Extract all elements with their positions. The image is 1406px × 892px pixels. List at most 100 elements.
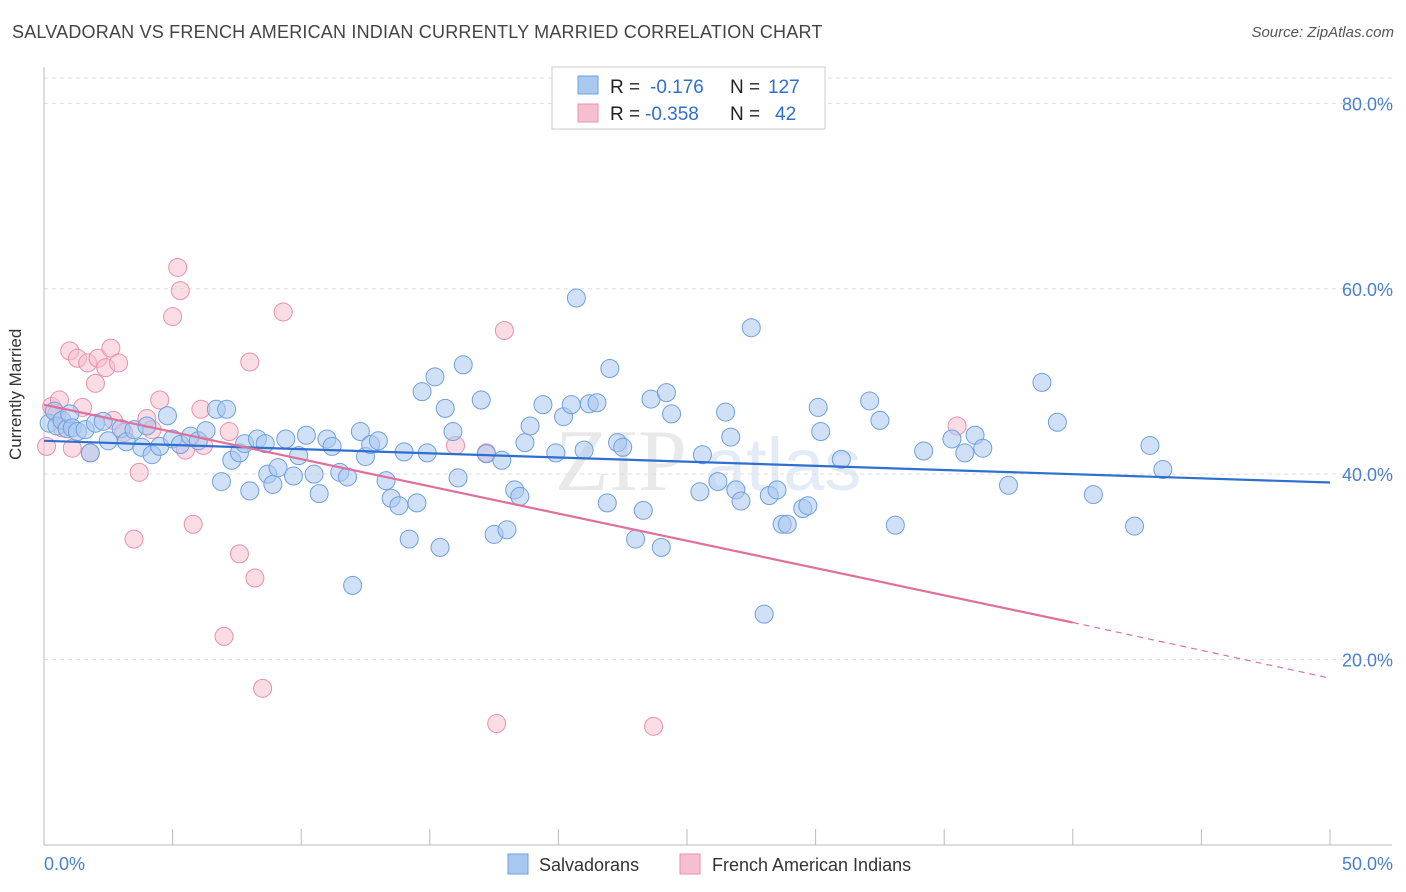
salvadorans-point: [633, 500, 653, 520]
x-tick-label: 50.0%: [1342, 854, 1393, 874]
french-american-indians-point: [273, 302, 293, 322]
salvadorans-point: [999, 475, 1018, 495]
bottom-legend-swatch-salvadorans: [507, 853, 529, 875]
salvadorans-point: [368, 431, 388, 451]
tick-labels: 20.0% 40.0% 60.0% 80.0% 0.0% 50.0%: [44, 94, 1393, 874]
correlation-legend: R = -0.176 N = 127 R = -0.358 N = 42: [551, 66, 826, 130]
salvadorans-point: [811, 422, 831, 442]
salvadorans-point: [343, 575, 363, 595]
y-tick-label: 80.0%: [1342, 94, 1393, 114]
salvadorans-point: [798, 496, 818, 516]
french-american-indians-point: [163, 307, 183, 327]
series-legend: Salvadorans French American Indians: [507, 853, 911, 875]
salvadorans-point: [777, 514, 797, 534]
salvadorans-point: [860, 391, 880, 411]
salvadorans-point: [296, 425, 316, 445]
y-tick-label: 40.0%: [1342, 465, 1393, 485]
salvadorans-point: [587, 393, 607, 413]
salvadorans-point: [1032, 372, 1052, 392]
salvadorans-point: [515, 433, 535, 453]
salvadorans-point: [754, 604, 774, 624]
french-american-indians-point: [644, 716, 664, 736]
salvadorans-point: [520, 416, 540, 436]
french-american-indians-point: [229, 544, 249, 564]
salvadorans-point: [1153, 460, 1173, 480]
salvadorans-point: [304, 464, 324, 484]
french-american-indians-point: [85, 373, 105, 393]
french-american-indians-point: [150, 390, 170, 410]
salvadorans-point: [662, 404, 682, 424]
salvadorans-point: [831, 449, 851, 469]
salvadorans-point: [399, 529, 419, 549]
salvadorans-point: [412, 382, 432, 402]
salvadorans-point: [613, 437, 633, 457]
bottom-legend-salvadorans: Salvadorans: [539, 855, 639, 875]
salvadorans-point: [973, 438, 993, 458]
legend-n-label: N =: [730, 104, 760, 125]
x-tick-label: 0.0%: [44, 854, 85, 874]
french-american-indians-point: [494, 320, 514, 340]
legend-r-value: -0.176: [650, 77, 704, 98]
legend-n-label: N =: [730, 77, 760, 98]
salvadorans-point: [268, 458, 288, 478]
salvadorans-point: [561, 395, 581, 415]
salvadorans-point: [808, 397, 828, 417]
salvadorans-point: [1140, 435, 1160, 455]
legend-r-label: R =: [610, 77, 640, 98]
salvadorans-point: [309, 484, 329, 504]
salvadorans-point: [471, 390, 491, 410]
salvadorans-point: [574, 440, 594, 460]
salvadorans-point: [376, 471, 396, 491]
salvadorans-point: [741, 318, 761, 338]
salvadorans-point: [448, 468, 468, 488]
salvadorans-point: [708, 472, 728, 492]
salvadorans-point: [656, 383, 676, 403]
french-american-indians-point: [245, 568, 265, 588]
french-american-indians-point: [253, 678, 273, 698]
salvadorans-point: [453, 355, 473, 375]
salvadorans-point: [767, 480, 787, 500]
french-american-indians-point: [487, 714, 507, 734]
legend-r-label: R =: [610, 104, 640, 125]
source-credit: Source: ZipAtlas.com: [1251, 24, 1394, 41]
salvadorans-point: [435, 398, 455, 418]
salvadorans-point: [389, 496, 409, 516]
salvadorans-point: [626, 529, 646, 549]
y-tick-label: 60.0%: [1342, 280, 1393, 300]
salvadorans-point: [283, 466, 303, 486]
salvadorans-point: [157, 406, 177, 426]
salvadorans-point: [443, 422, 463, 442]
salvadorans-point: [731, 491, 751, 511]
legend-n-value: 127: [768, 77, 800, 98]
salvadorans-point: [407, 493, 427, 513]
salvadorans-points: [39, 288, 1173, 624]
salvadorans-point: [955, 443, 975, 463]
legend-swatch-french-american-indians: [577, 103, 599, 123]
french-american-indians-trend-extension: [1072, 621, 1331, 679]
salvadorans-point: [430, 537, 450, 557]
salvadorans-trend-line: [43, 439, 1331, 484]
salvadorans-point: [546, 443, 566, 463]
french-american-indians-point: [124, 529, 144, 549]
salvadorans-point: [497, 520, 517, 540]
salvadorans-point: [597, 493, 617, 513]
axes: [43, 67, 1392, 846]
french-american-indians-point: [219, 422, 239, 442]
salvadorans-point: [1083, 485, 1103, 505]
salvadorans-point: [533, 395, 553, 415]
salvadorans-point: [942, 429, 962, 449]
legend-n-value: 42: [775, 104, 796, 125]
salvadorans-point: [870, 410, 890, 430]
french-american-indians-point: [183, 514, 203, 534]
salvadorans-point: [566, 288, 586, 308]
chart-title: SALVADORAN VS FRENCH AMERICAN INDIAN CUR…: [12, 22, 823, 42]
french-american-indians-trend-line: [43, 403, 1074, 624]
french-american-indians-point: [170, 281, 190, 301]
y-tick-label: 20.0%: [1342, 651, 1393, 671]
salvadorans-point: [211, 472, 231, 492]
salvadorans-point: [350, 422, 370, 442]
legend-r-value: -0.358: [645, 104, 699, 125]
salvadorans-point: [240, 481, 260, 501]
french-american-indians-point: [214, 626, 234, 646]
